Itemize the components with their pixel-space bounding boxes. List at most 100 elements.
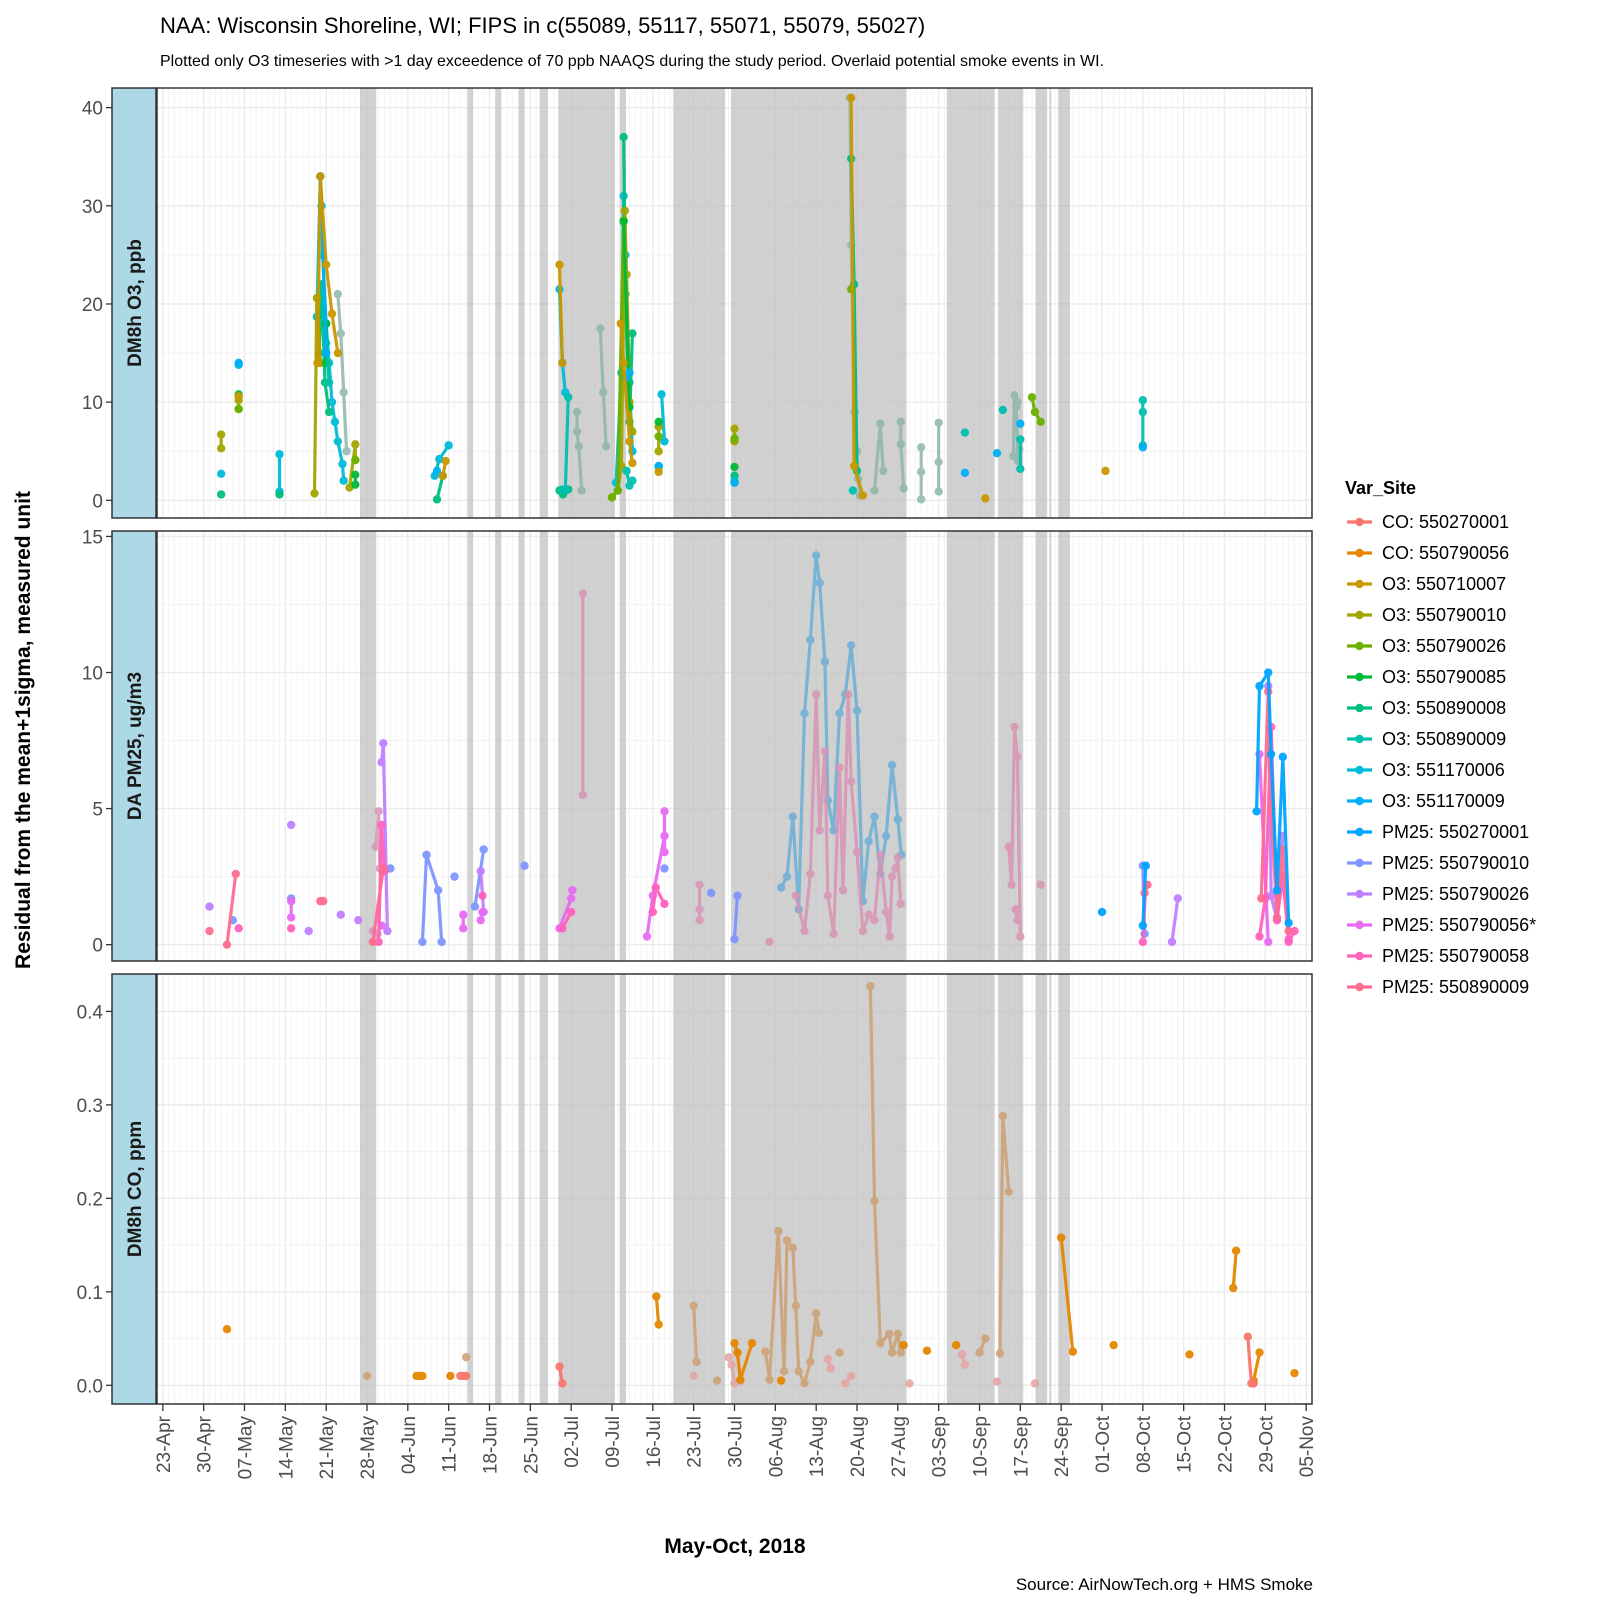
data-point: [1036, 880, 1045, 889]
data-point: [566, 894, 576, 903]
chart-subtitle: Plotted only O3 timeseries with >1 day e…: [160, 53, 1104, 70]
data-point: [654, 467, 663, 477]
data-point: [1010, 722, 1019, 732]
data-point: [476, 915, 485, 925]
data-point: [628, 458, 637, 468]
series-line-segment: [808, 692, 818, 876]
series-line-segment: [823, 749, 830, 898]
y-tick-label: 0.4: [77, 1002, 104, 1023]
x-tick-label: 30-Apr: [195, 1415, 216, 1473]
data-point: [800, 1379, 809, 1388]
data-point: [779, 1367, 789, 1376]
data-point: [864, 837, 873, 846]
data-point: [1016, 435, 1025, 444]
data-point: [815, 578, 824, 587]
data-point: [619, 217, 628, 226]
data-point: [351, 455, 360, 465]
data-point: [446, 1371, 455, 1381]
series-group: [205, 551, 1299, 949]
data-point: [1138, 937, 1148, 947]
series-line-segment: [619, 322, 626, 365]
data-point: [849, 461, 859, 471]
legend-key-point: [1355, 610, 1364, 620]
legend-title: Var_Site: [1345, 478, 1416, 498]
data-point: [848, 486, 858, 495]
data-point: [806, 1357, 815, 1367]
panel-strip: [111, 530, 157, 962]
data-point: [351, 480, 360, 489]
data-point: [286, 896, 296, 906]
data-point: [368, 937, 378, 947]
data-point: [342, 447, 351, 456]
data-point: [275, 490, 284, 499]
data-point: [660, 437, 669, 446]
legend-label: O3: 550790085: [1382, 667, 1506, 687]
legend-item: PM25: 550790058: [1347, 946, 1529, 966]
smoke-event-band: [539, 974, 548, 1404]
data-point: [1264, 668, 1273, 677]
series-line-segment: [598, 326, 605, 394]
data-point: [1185, 1350, 1194, 1359]
legend-label: PM25: 550270001: [1382, 822, 1529, 842]
data-point: [432, 466, 442, 476]
data-point: [1229, 1283, 1238, 1293]
series-line-segment: [852, 464, 865, 498]
data-point: [998, 405, 1008, 415]
data-point: [333, 437, 343, 446]
series-line-segment: [1257, 896, 1267, 939]
legend-key-point: [1355, 796, 1364, 806]
smoke-event-band: [558, 531, 615, 961]
data-point: [324, 407, 334, 417]
data-point: [625, 368, 634, 377]
series-line-segment: [878, 853, 888, 914]
series-line-segment: [738, 1341, 754, 1382]
data-point: [333, 348, 343, 358]
data-point: [826, 1364, 835, 1373]
series-line-segment: [1170, 896, 1180, 944]
data-point: [1016, 932, 1025, 941]
smoke-events: [360, 531, 1070, 961]
series-line-segment: [1275, 847, 1285, 920]
x-tick-label: 22-Oct: [1216, 1415, 1237, 1473]
series-line-segment: [324, 263, 334, 316]
data-point: [362, 1371, 372, 1381]
data-point: [628, 476, 637, 485]
data-point: [222, 1325, 232, 1334]
x-tick-label: 03-Sep: [930, 1416, 951, 1477]
series-line-segment: [1275, 755, 1285, 892]
series-co-550270001: [456, 1332, 1258, 1388]
data-point: [216, 469, 226, 479]
legend-item: CO: 550270001: [1347, 512, 1509, 532]
data-point: [1141, 861, 1150, 870]
panel-strip-label: DA PM25, ug/m3: [125, 672, 146, 820]
data-point: [286, 820, 296, 830]
data-point: [858, 926, 868, 936]
data-point: [479, 845, 488, 854]
data-point: [377, 820, 386, 830]
series-line-segment: [1252, 1350, 1262, 1383]
data-point: [881, 831, 891, 841]
data-point: [216, 490, 226, 499]
data-point: [960, 1360, 970, 1369]
data-point: [870, 486, 879, 495]
panel-strip-label: DM8h O3, ppb: [125, 239, 146, 367]
series-line-segment: [872, 422, 882, 493]
data-point: [811, 690, 821, 699]
data-point: [642, 932, 652, 941]
panel-strip-label: DM8h CO, ppm: [125, 1121, 146, 1257]
data-point: [354, 915, 363, 925]
data-point: [733, 1348, 742, 1357]
series-line-segment: [616, 218, 626, 493]
data-point: [324, 378, 334, 387]
data-point: [231, 869, 240, 879]
smoke-event-band: [946, 88, 995, 518]
data-point: [648, 907, 658, 917]
data-point: [1068, 1347, 1078, 1356]
series-line-segment: [872, 1199, 882, 1345]
panel-border: [156, 530, 1313, 962]
data-point: [572, 427, 582, 436]
data-point: [1109, 1340, 1118, 1350]
data-point: [1252, 807, 1261, 816]
smoke-event-band: [360, 974, 377, 1404]
smoke-event-band: [360, 88, 377, 518]
